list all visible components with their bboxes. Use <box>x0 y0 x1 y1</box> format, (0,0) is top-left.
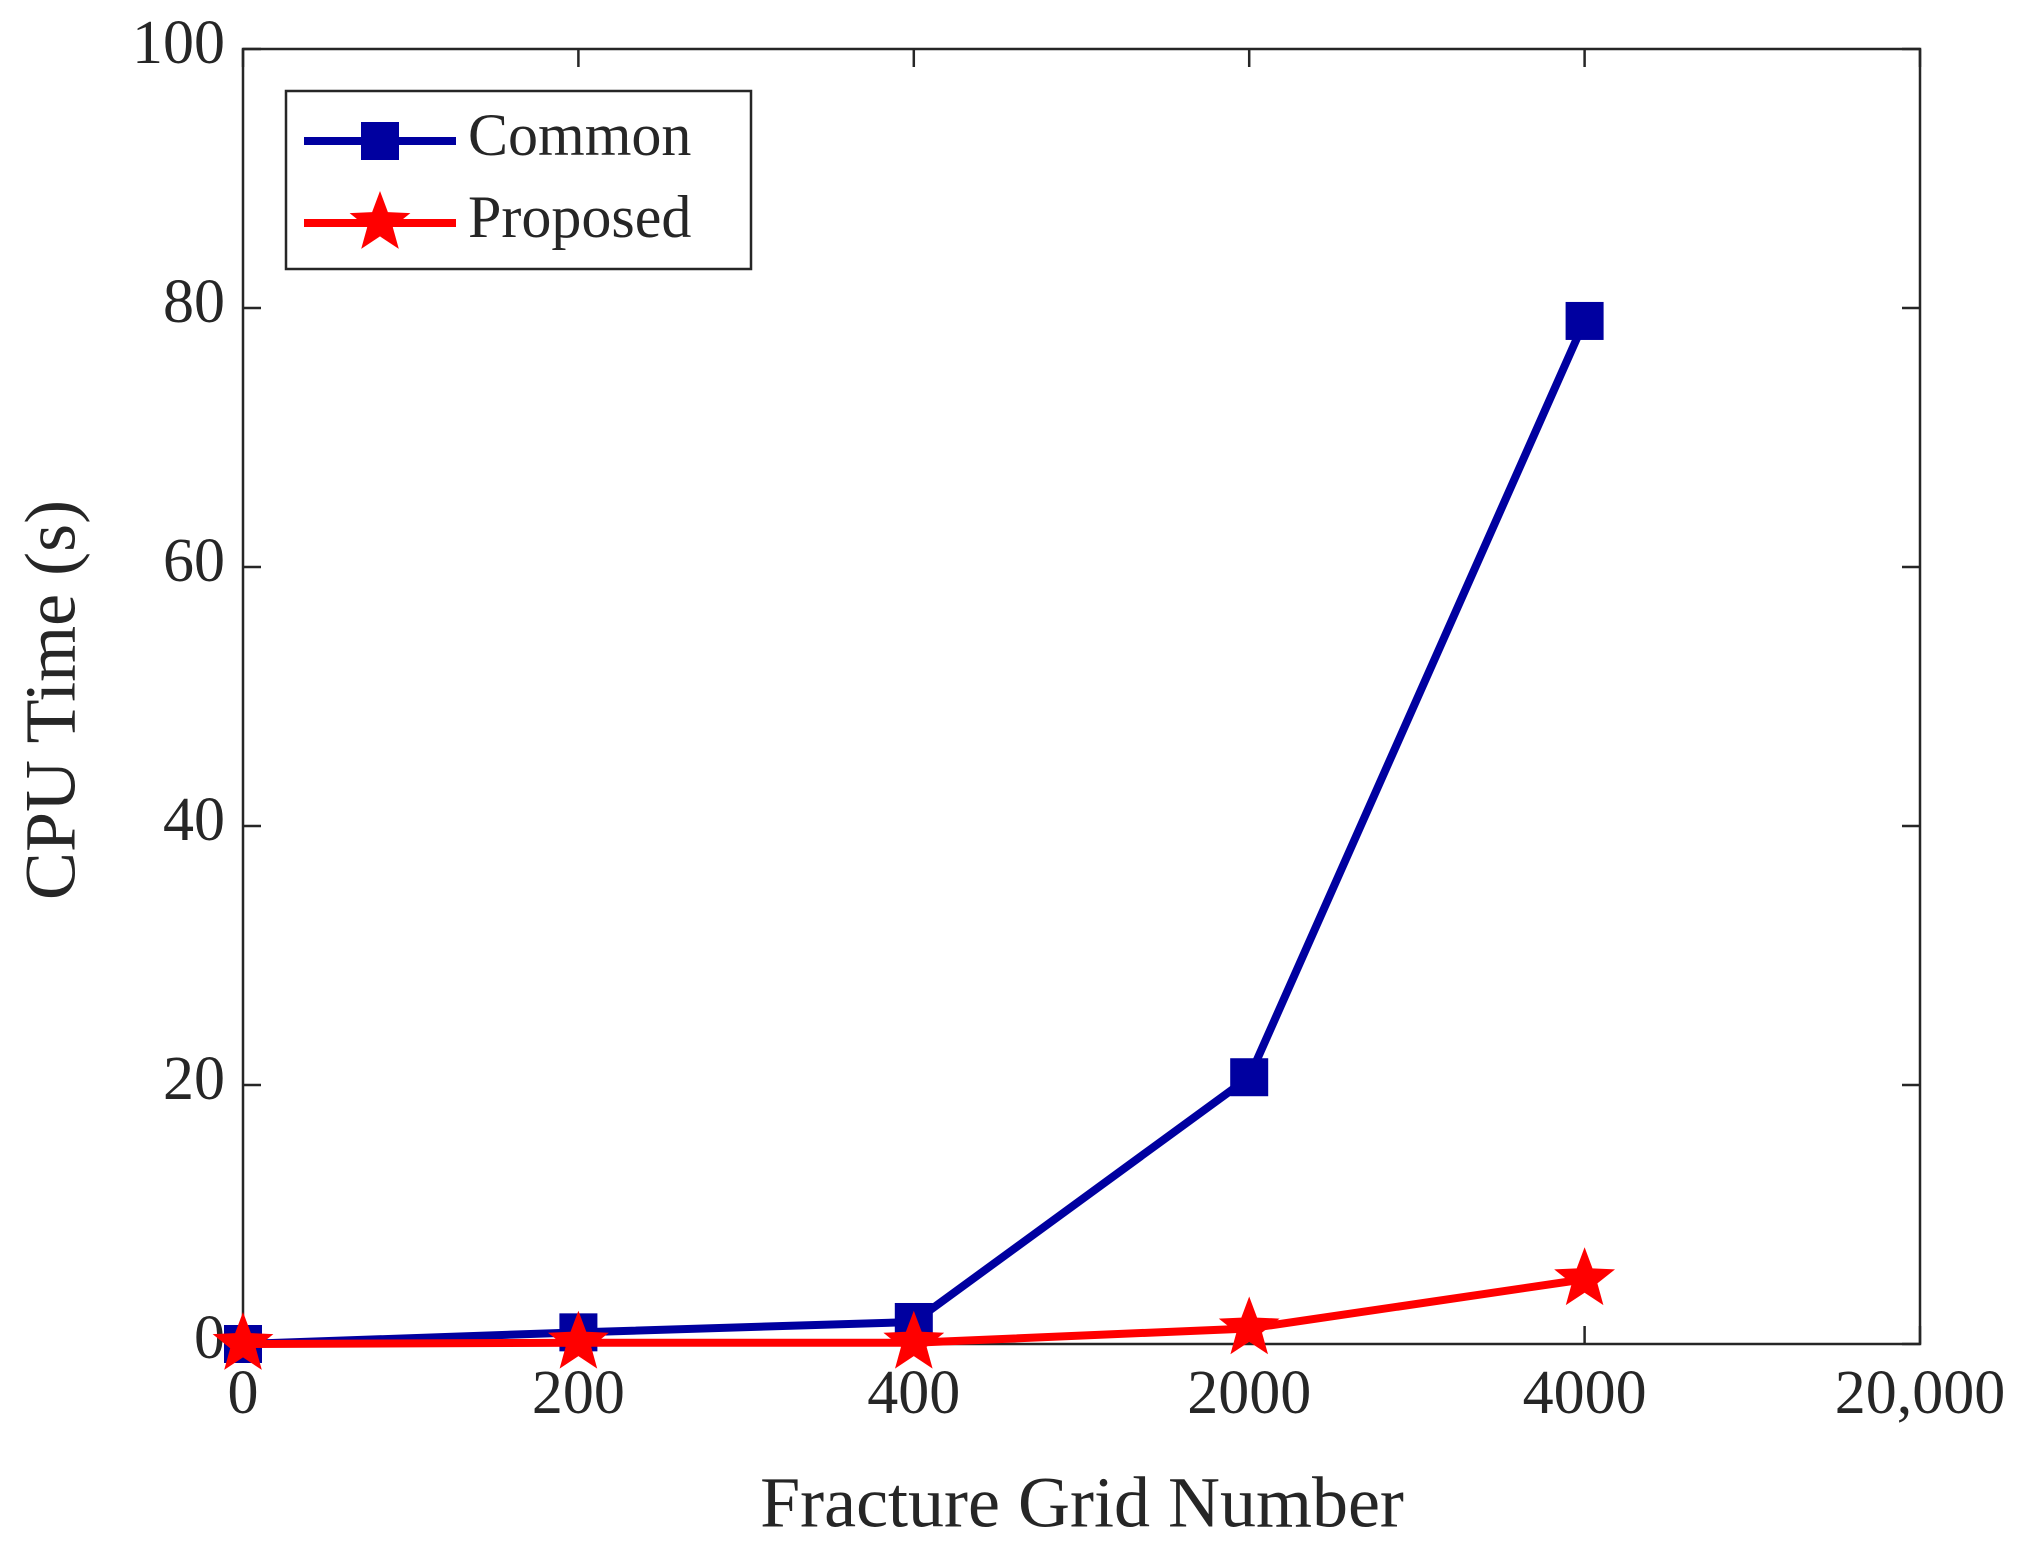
legend-label: Common <box>468 102 691 168</box>
marker <box>1230 1058 1269 1097</box>
y-tick-label: 80 <box>163 268 225 336</box>
x-tick-label: 200 <box>532 1359 625 1427</box>
y-tick-label: 60 <box>163 527 225 595</box>
marker <box>1218 1296 1280 1355</box>
legend-marker <box>361 122 399 160</box>
marker <box>1554 1247 1615 1306</box>
y-tick-label: 100 <box>132 9 225 77</box>
plot-frame <box>241 47 1922 1346</box>
y-tick-label: 20 <box>163 1045 225 1113</box>
y-tick-label: 40 <box>163 786 225 854</box>
marker <box>1565 301 1604 340</box>
x-tick-label: 4000 <box>1523 1359 1647 1427</box>
marker <box>883 1310 945 1369</box>
legend-label: Proposed <box>468 184 691 250</box>
x-axis-label: Fracture Grid Number <box>760 1463 1404 1543</box>
legend-marker <box>349 191 411 249</box>
marker <box>212 1312 274 1370</box>
marker <box>548 1310 609 1369</box>
y-axis-label: CPU Time (s) <box>11 500 91 900</box>
x-tick-label: 20,000 <box>1835 1359 2006 1427</box>
x-tick-label: 400 <box>867 1359 960 1427</box>
legend-box <box>284 89 753 271</box>
x-tick-label: 2000 <box>1187 1359 1311 1427</box>
x-tick-label: 0 <box>228 1359 259 1427</box>
